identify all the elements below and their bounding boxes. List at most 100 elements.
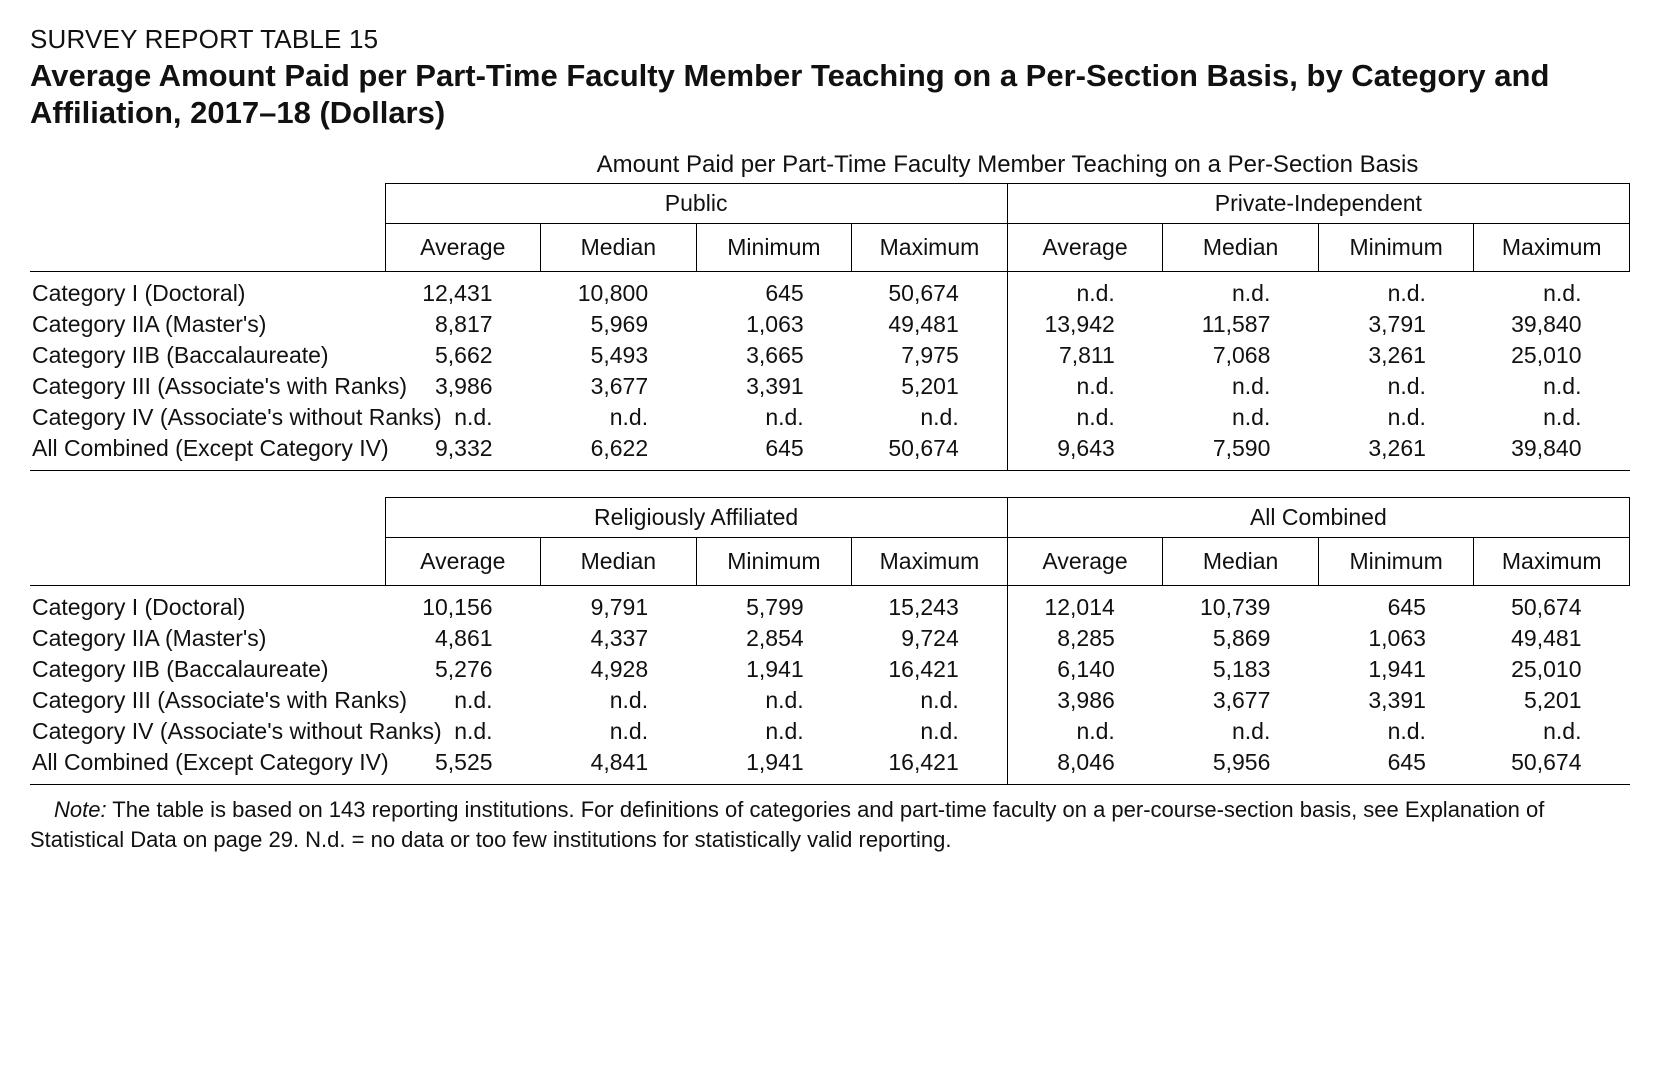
cell: n.d. [1474, 371, 1630, 402]
col-minimum: Minimum [1318, 224, 1474, 272]
cell: 2,854 [696, 623, 852, 654]
cell: 3,791 [1318, 309, 1474, 340]
table-row: Category IIA (Master's) 4,861 4,337 2,85… [30, 623, 1630, 654]
cell: 10,800 [541, 272, 697, 310]
cell: 5,969 [541, 309, 697, 340]
col-median: Median [541, 224, 697, 272]
table-title: Average Amount Paid per Part-Time Facult… [30, 57, 1630, 131]
cell: 3,391 [1318, 685, 1474, 716]
cell: 10,739 [1163, 586, 1319, 624]
col-average: Average [385, 538, 541, 586]
cell: n.d. [696, 685, 852, 716]
row-label: Category III (Associate's with Ranks) [30, 371, 385, 402]
row-label: Category I (Doctoral) [30, 586, 385, 624]
row-label: Category IV (Associate's without Ranks) [30, 716, 385, 747]
cell: 9,332 [385, 433, 541, 471]
row-label: Category IV (Associate's without Ranks) [30, 402, 385, 433]
cell: 1,063 [1318, 623, 1474, 654]
cell: 5,525 [385, 747, 541, 785]
cell: n.d. [1007, 272, 1163, 310]
col-maximum: Maximum [852, 224, 1008, 272]
footnote-lead: Note: [54, 797, 107, 822]
cell: 10,156 [385, 586, 541, 624]
cell: n.d. [1163, 371, 1319, 402]
column-group-all-combined: All Combined [1007, 498, 1629, 538]
cell: n.d. [1163, 402, 1319, 433]
cell: 8,046 [1007, 747, 1163, 785]
cell: 5,276 [385, 654, 541, 685]
cell: 49,481 [1474, 623, 1630, 654]
cell: 25,010 [1474, 654, 1630, 685]
cell: 13,942 [1007, 309, 1163, 340]
cell: 50,674 [852, 272, 1008, 310]
cell: n.d. [541, 685, 697, 716]
cell: n.d. [852, 402, 1008, 433]
col-average: Average [1007, 224, 1163, 272]
cell: 4,928 [541, 654, 697, 685]
col-median: Median [541, 538, 697, 586]
cell: 1,941 [696, 747, 852, 785]
cell: n.d. [696, 716, 852, 747]
cell: 16,421 [852, 747, 1008, 785]
cell: n.d. [385, 685, 541, 716]
cell: 9,724 [852, 623, 1008, 654]
table-row: Category IIA (Master's) 8,817 5,969 1,06… [30, 309, 1630, 340]
cell: 5,201 [1474, 685, 1630, 716]
super-caption: Amount Paid per Part-Time Faculty Member… [385, 151, 1630, 179]
table-row: Category I (Doctoral) 12,431 10,800 645 … [30, 272, 1630, 310]
table-number: SURVEY REPORT TABLE 15 [30, 24, 1630, 55]
cell: n.d. [1318, 272, 1474, 310]
col-average: Average [385, 224, 541, 272]
cell: 3,986 [1007, 685, 1163, 716]
row-label: All Combined (Except Category IV) [30, 433, 385, 471]
cell: 12,014 [1007, 586, 1163, 624]
cell: 11,587 [1163, 309, 1319, 340]
cell: 12,431 [385, 272, 541, 310]
cell: 5,869 [1163, 623, 1319, 654]
col-median: Median [1163, 224, 1319, 272]
cell: n.d. [696, 402, 852, 433]
table-row: Category III (Associate's with Ranks) n.… [30, 685, 1630, 716]
footnote-text: The table is based on 143 reporting inst… [30, 797, 1544, 852]
row-label: Category IIB (Baccalaureate) [30, 654, 385, 685]
cell: 6,140 [1007, 654, 1163, 685]
cell: 1,941 [696, 654, 852, 685]
cell: 5,493 [541, 340, 697, 371]
cell: 645 [696, 433, 852, 471]
table-row: Category IIB (Baccalaureate) 5,276 4,928… [30, 654, 1630, 685]
cell: 39,840 [1474, 433, 1630, 471]
cell: n.d. [1318, 716, 1474, 747]
table-row: All Combined (Except Category IV) 9,332 … [30, 433, 1630, 471]
cell: 3,986 [385, 371, 541, 402]
table-panel-bottom: Religiously Affiliated All Combined Aver… [30, 497, 1630, 785]
cell: n.d. [852, 716, 1008, 747]
cell: 50,674 [1474, 586, 1630, 624]
cell: 3,261 [1318, 340, 1474, 371]
cell: 3,677 [541, 371, 697, 402]
col-median: Median [1163, 538, 1319, 586]
cell: 9,643 [1007, 433, 1163, 471]
cell: 3,261 [1318, 433, 1474, 471]
col-maximum: Maximum [1474, 538, 1630, 586]
table-row: Category I (Doctoral) 10,156 9,791 5,799… [30, 586, 1630, 624]
cell: 50,674 [852, 433, 1008, 471]
cell: 7,590 [1163, 433, 1319, 471]
cell: 25,010 [1474, 340, 1630, 371]
row-label: Category IIA (Master's) [30, 623, 385, 654]
cell: 1,941 [1318, 654, 1474, 685]
cell: 49,481 [852, 309, 1008, 340]
cell: 3,677 [1163, 685, 1319, 716]
cell: 7,975 [852, 340, 1008, 371]
cell: 9,791 [541, 586, 697, 624]
column-group-private-independent: Private-Independent [1007, 184, 1629, 224]
row-label: Category IIB (Baccalaureate) [30, 340, 385, 371]
cell: 645 [1318, 747, 1474, 785]
cell: 5,662 [385, 340, 541, 371]
footnote: Note: The table is based on 143 reportin… [30, 795, 1630, 854]
table-row: Category IV (Associate's without Ranks) … [30, 716, 1630, 747]
cell: 7,068 [1163, 340, 1319, 371]
cell: 8,285 [1007, 623, 1163, 654]
cell: 4,337 [541, 623, 697, 654]
cell: 3,665 [696, 340, 852, 371]
cell: 5,183 [1163, 654, 1319, 685]
